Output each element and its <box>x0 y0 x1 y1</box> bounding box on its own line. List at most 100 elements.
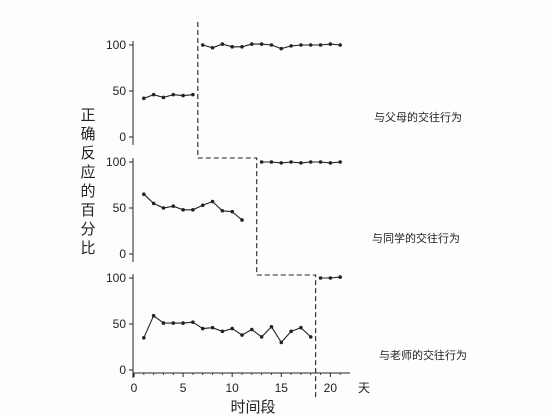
x-axis-label: 时间段 <box>230 398 275 416</box>
y-tick-label: 100 <box>106 155 126 169</box>
data-point <box>308 43 313 47</box>
data-point <box>338 160 342 164</box>
chart-panels: 0 50 100 0 50 100 0 50 100 0 5 10 15 20 <box>106 38 350 395</box>
data-point <box>328 276 333 280</box>
data-point <box>328 42 333 46</box>
data-point <box>230 209 234 214</box>
baseline-series-line <box>143 314 312 344</box>
data-point <box>181 208 185 212</box>
panel-label-classmates: 与同学的交往行为 <box>372 231 460 245</box>
y-tick-label: 50 <box>113 201 127 215</box>
y-tick-label: 100 <box>106 38 126 52</box>
data-point <box>210 199 215 204</box>
data-point <box>230 45 234 49</box>
data-point <box>240 333 244 337</box>
panel-label-teachers: 与老师的交往行为 <box>379 348 467 362</box>
data-point <box>142 192 146 196</box>
y-axis-label-char: 正 <box>80 106 95 124</box>
data-point <box>299 325 303 330</box>
x-tick-label: 10 <box>226 381 240 395</box>
data-point <box>289 329 293 334</box>
y-tick-label: 50 <box>113 84 127 98</box>
data-point <box>151 92 156 97</box>
y-axis-label-char: 分 <box>80 220 95 238</box>
data-point <box>259 335 264 339</box>
data-point <box>161 321 166 325</box>
data-point <box>259 42 264 46</box>
data-point <box>171 92 176 97</box>
data-point <box>181 93 185 98</box>
panel-1: 0 50 100 <box>106 38 342 145</box>
data-point <box>269 324 274 329</box>
x-tick-label: 0 <box>131 381 138 395</box>
data-point <box>210 325 215 330</box>
data-point <box>200 203 205 208</box>
data-point <box>240 45 244 49</box>
data-point <box>220 42 225 46</box>
baseline-series-line <box>143 193 243 221</box>
data-point <box>250 42 254 46</box>
data-point <box>259 160 264 164</box>
panel-label-parents: 与父母的交往行为 <box>374 110 462 124</box>
data-point <box>299 161 303 165</box>
data-point <box>299 43 303 47</box>
data-point <box>269 160 274 164</box>
data-point <box>181 321 185 325</box>
data-point <box>161 95 166 100</box>
data-point <box>191 208 195 212</box>
data-point <box>230 326 234 331</box>
y-axis-label-char: 确 <box>80 125 95 143</box>
phase-change-dashed-line <box>197 22 317 397</box>
data-point <box>289 44 293 48</box>
y-tick-label: 0 <box>119 247 126 261</box>
y-axis-label-char: 应 <box>80 163 95 181</box>
y-axis-label-char: 反 <box>80 144 95 162</box>
x-axis-unit: 天 <box>358 381 370 395</box>
data-point <box>200 326 205 331</box>
y-tick-label: 50 <box>113 317 127 331</box>
phase-change-line <box>197 22 317 397</box>
data-point <box>151 313 156 318</box>
data-point <box>308 335 313 339</box>
data-point <box>220 208 225 213</box>
data-point <box>151 201 156 206</box>
y-axis-label-char: 百 <box>80 201 95 219</box>
data-point <box>318 43 323 47</box>
x-axis: 0 5 10 15 20 <box>131 372 350 395</box>
panel-3: 0 50 100 <box>106 271 342 378</box>
data-point <box>318 160 323 164</box>
y-tick-label: 0 <box>119 130 126 144</box>
y-tick-label: 0 <box>119 363 126 377</box>
data-point <box>210 45 215 50</box>
data-point <box>142 336 146 340</box>
data-point <box>191 320 195 324</box>
x-tick-label: 20 <box>324 381 338 395</box>
y-axis-label-char: 比 <box>80 239 95 257</box>
data-point <box>279 46 284 51</box>
baseline-series-line <box>143 94 193 99</box>
data-point <box>250 327 254 332</box>
x-tick-label: 5 <box>180 381 187 395</box>
y-tick-label: 100 <box>106 271 126 285</box>
data-point <box>328 161 333 165</box>
data-point <box>279 340 284 345</box>
data-point <box>289 160 293 164</box>
data-point <box>338 275 342 279</box>
data-point <box>191 92 195 97</box>
data-point <box>279 161 284 165</box>
data-point <box>171 321 176 325</box>
data-point <box>142 96 146 101</box>
data-point <box>161 206 166 210</box>
data-point <box>269 43 274 47</box>
data-point <box>171 204 176 208</box>
data-point <box>200 43 205 47</box>
panel-2: 0 50 100 <box>106 155 342 262</box>
data-point <box>240 218 244 222</box>
data-point <box>308 160 313 164</box>
x-tick-label: 15 <box>275 381 289 395</box>
data-point <box>318 276 323 280</box>
data-point <box>338 43 342 47</box>
data-point <box>220 329 225 334</box>
y-axis-label-char: 的 <box>80 182 95 200</box>
